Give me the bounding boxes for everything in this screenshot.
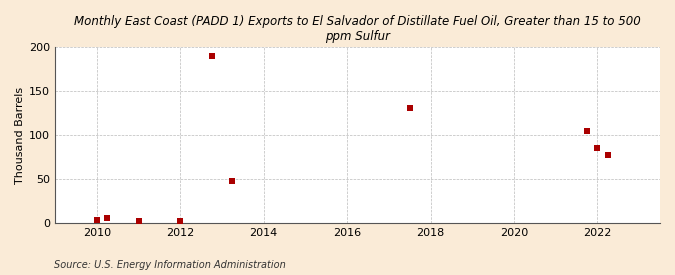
Point xyxy=(206,54,217,58)
Title: Monthly East Coast (PADD 1) Exports to El Salvador of Distillate Fuel Oil, Great: Monthly East Coast (PADD 1) Exports to E… xyxy=(74,15,641,43)
Point xyxy=(603,153,614,158)
Text: Source: U.S. Energy Information Administration: Source: U.S. Energy Information Administ… xyxy=(54,260,286,270)
Point xyxy=(582,128,593,133)
Point xyxy=(404,106,415,110)
Point xyxy=(92,218,103,222)
Y-axis label: Thousand Barrels: Thousand Barrels xyxy=(15,86,25,184)
Point xyxy=(227,179,238,183)
Point xyxy=(175,219,186,224)
Point xyxy=(102,216,113,220)
Point xyxy=(133,219,144,224)
Point xyxy=(592,146,603,150)
